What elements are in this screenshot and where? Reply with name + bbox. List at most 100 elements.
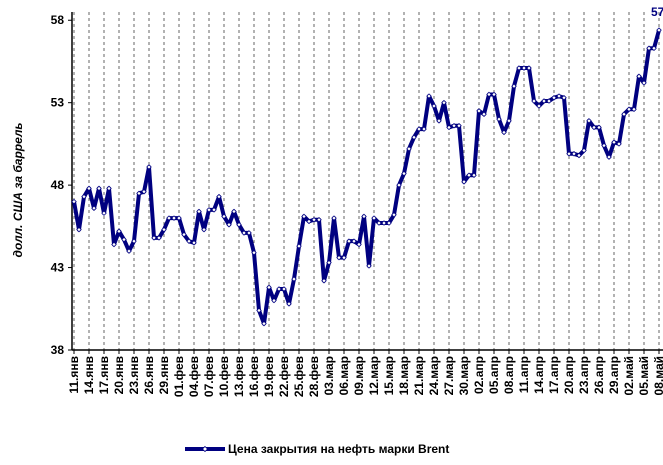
- point: [101, 210, 107, 216]
- point: [446, 124, 452, 131]
- point: [396, 182, 402, 188]
- y-tick-label: 48: [51, 178, 65, 192]
- point: [621, 111, 627, 117]
- point: [496, 116, 502, 122]
- point: [111, 241, 117, 248]
- point: [456, 123, 462, 129]
- point: [616, 141, 622, 147]
- x-tick-label: 07.фев: [202, 356, 216, 397]
- point: [596, 124, 602, 131]
- point: [506, 118, 512, 124]
- point: [166, 215, 172, 221]
- point: [386, 220, 392, 226]
- x-tick-label: 17.янв: [97, 356, 111, 394]
- point: [91, 205, 97, 211]
- x-tick-label: 09.мар: [352, 356, 366, 395]
- point: [296, 243, 302, 249]
- point: [186, 238, 192, 244]
- point: [526, 65, 532, 71]
- point: [201, 226, 207, 233]
- point: [441, 99, 447, 106]
- point: [636, 73, 642, 80]
- point: [476, 108, 482, 114]
- x-tick-label: 20.янв: [112, 356, 126, 394]
- point: [366, 263, 372, 269]
- x-tick-label: 11.янв: [67, 356, 81, 394]
- point: [481, 111, 487, 117]
- point: [461, 179, 467, 185]
- point: [486, 91, 492, 98]
- x-tick-label: 26.янв: [142, 356, 156, 394]
- point: [321, 277, 327, 284]
- point: [516, 65, 522, 71]
- point: [336, 254, 342, 261]
- point: [246, 230, 252, 236]
- point: [326, 259, 332, 266]
- point: [161, 226, 167, 233]
- point: [606, 154, 612, 160]
- x-tick-label: 23.янв: [127, 356, 141, 394]
- x-tick-label: 05.май: [637, 356, 651, 395]
- point: [266, 284, 272, 291]
- point: [371, 215, 377, 221]
- point: [421, 126, 427, 132]
- point: [416, 126, 422, 132]
- point: [86, 185, 92, 192]
- point: [211, 207, 217, 213]
- point: [96, 185, 102, 192]
- point: [256, 307, 262, 314]
- x-tick-label: 12.мар: [367, 356, 381, 395]
- point: [71, 198, 77, 205]
- point: [136, 190, 142, 197]
- point: [546, 98, 552, 104]
- point: [226, 221, 232, 228]
- x-tick-label: 13.фев: [232, 356, 246, 397]
- point: [651, 45, 657, 52]
- x-tick-label: 14.янв: [82, 356, 96, 394]
- x-tick-label: 04.фев: [187, 356, 201, 397]
- x-tick-label: 24.мар: [427, 356, 441, 395]
- point: [316, 216, 322, 223]
- legend-marker: [201, 445, 209, 453]
- x-tick-label: 15.мар: [382, 356, 396, 395]
- point: [81, 193, 87, 200]
- point: [126, 248, 132, 254]
- point: [291, 276, 297, 282]
- x-tick-label: 11.апр: [517, 356, 531, 393]
- point: [236, 221, 242, 228]
- x-tick-label: 28.фев: [307, 356, 321, 397]
- point: [356, 241, 362, 248]
- point: [646, 45, 652, 52]
- x-tick-label: 02.апр: [472, 356, 486, 394]
- point: [466, 172, 472, 178]
- data-label: 57,4: [651, 5, 663, 19]
- point: [171, 215, 177, 221]
- point: [131, 238, 137, 244]
- point: [571, 151, 577, 157]
- point: [346, 238, 352, 244]
- x-tick-label: 27.мар: [442, 356, 456, 395]
- point: [611, 139, 617, 146]
- y-tick-label: 53: [51, 96, 65, 110]
- point: [311, 216, 317, 223]
- x-tick-label: 16.фев: [247, 356, 261, 397]
- point: [176, 215, 182, 221]
- point: [376, 220, 382, 226]
- point: [241, 230, 247, 236]
- x-tick-label: 05.апр: [487, 356, 501, 394]
- point: [191, 240, 197, 246]
- point: [306, 218, 312, 225]
- point: [216, 193, 222, 200]
- point: [281, 286, 287, 292]
- x-tick-label: 22.фев: [277, 356, 291, 397]
- point: [301, 213, 307, 220]
- point: [561, 94, 567, 101]
- x-tick-label: 01.фев: [172, 356, 186, 397]
- point: [361, 213, 367, 220]
- series-line: [72, 29, 661, 326]
- x-tick-label: 25.фев: [292, 356, 306, 397]
- y-tick-label: 58: [51, 13, 65, 27]
- point: [436, 118, 442, 124]
- x-tick-label: 26.апр: [592, 356, 606, 394]
